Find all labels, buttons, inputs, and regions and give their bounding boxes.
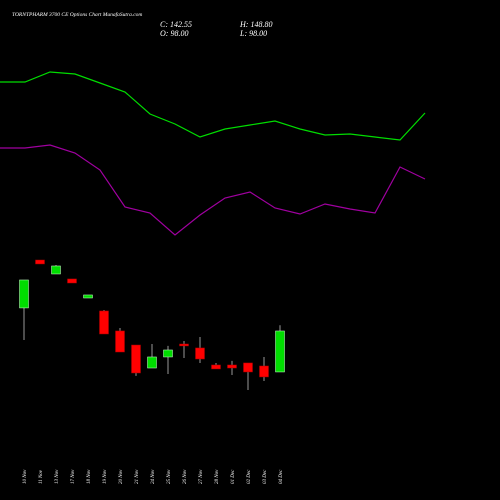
candle-body bbox=[147, 356, 157, 369]
candle-body bbox=[83, 294, 93, 299]
candle-body bbox=[19, 279, 29, 309]
summary-close: C: 142.55 bbox=[160, 20, 192, 29]
chart-title: TORNTPHARM 3700 CE Options Chart MunafaS… bbox=[12, 11, 142, 18]
candle-body bbox=[259, 365, 269, 378]
x-tick-label: 13 Nov bbox=[55, 469, 60, 484]
x-tick-label: 21 Nov bbox=[135, 469, 140, 484]
x-tick-label: 01 Dec bbox=[231, 469, 236, 484]
summary-low: L: 98.00 bbox=[239, 29, 267, 38]
candle-body bbox=[51, 265, 61, 275]
candle-body bbox=[179, 343, 189, 347]
candle-body bbox=[275, 330, 285, 373]
x-tick-label: 20 Nov bbox=[119, 469, 124, 484]
summary-open: O: 98.00 bbox=[160, 29, 188, 38]
candle-body bbox=[227, 364, 237, 369]
x-tick-label: 03 Dec bbox=[263, 469, 268, 484]
candle-body bbox=[163, 349, 173, 358]
x-tick-label: 10 Nov bbox=[23, 469, 28, 484]
x-tick-label: 27 Nov bbox=[199, 469, 204, 484]
x-tick-label: 28 Nov bbox=[215, 469, 220, 484]
x-tick-label: 25 Nov bbox=[167, 469, 172, 484]
overlay-line bbox=[0, 144, 426, 236]
candle-body bbox=[243, 362, 253, 373]
candle-body bbox=[35, 259, 45, 265]
candle-body bbox=[99, 310, 109, 335]
x-tick-label: 04 Dec bbox=[279, 469, 284, 484]
x-tick-label: 26 Nov bbox=[183, 469, 188, 484]
x-tick-label: 24 Nov bbox=[151, 469, 156, 484]
candle-body bbox=[115, 330, 125, 353]
candle-body bbox=[195, 347, 205, 360]
x-tick-label: 17 Nov bbox=[71, 469, 76, 484]
candle-body bbox=[67, 278, 77, 284]
summary-high: H: 148.80 bbox=[239, 20, 272, 29]
candle-body bbox=[211, 364, 221, 370]
x-tick-label: 02 Dec bbox=[247, 469, 252, 484]
x-tick-label: 18 Nov bbox=[87, 469, 92, 484]
x-tick-label: 11 Nov bbox=[39, 469, 44, 484]
x-tick-label: 19 Nov bbox=[103, 469, 108, 484]
overlay-line bbox=[0, 71, 426, 141]
candle-body bbox=[131, 344, 141, 374]
